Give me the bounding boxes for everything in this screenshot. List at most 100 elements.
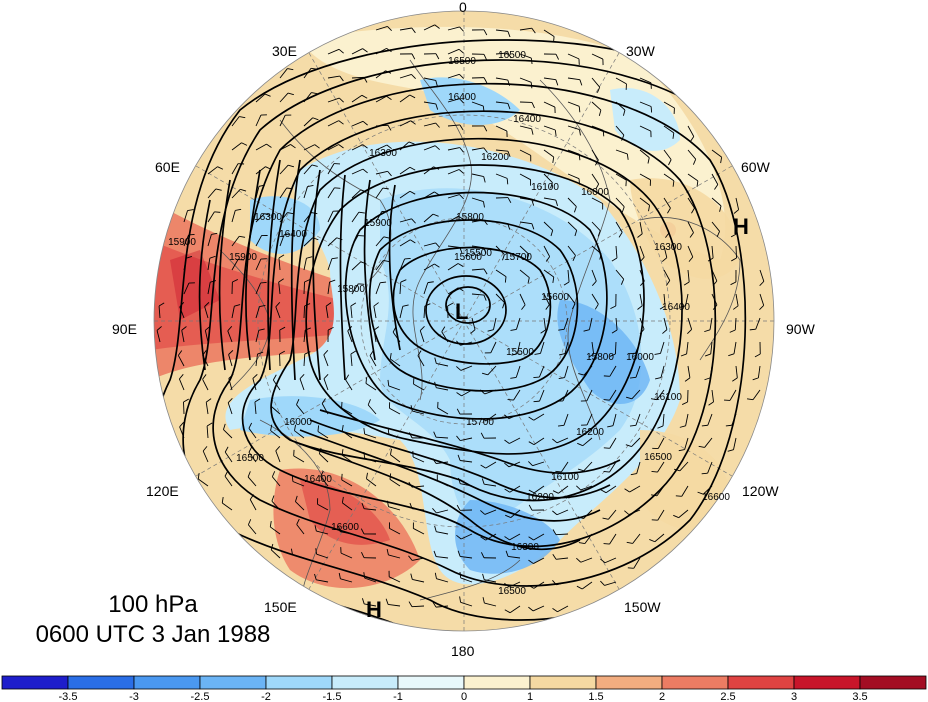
colorbar-tick-label: -3 [129, 691, 139, 702]
wind-barb [296, 398, 305, 415]
wind-barb [591, 53, 604, 66]
low-center-marker: L [455, 299, 468, 324]
wind-barb [369, 350, 377, 367]
wind-barb [495, 245, 505, 261]
contour-label: 16200 [481, 152, 509, 163]
wind-barb [197, 473, 209, 487]
lon-label-90e: 90E [112, 321, 137, 337]
wind-barb [480, 432, 497, 439]
wind-barb [351, 189, 367, 199]
wind-barb [399, 166, 416, 175]
wind-barb [603, 461, 617, 473]
colorbar-tick-label: 3.5 [852, 691, 867, 702]
wind-barb [663, 173, 675, 187]
wind-barb [351, 120, 368, 127]
wind-barb [224, 446, 233, 463]
wind-barb [221, 496, 233, 511]
colorbar-tick-label: 0 [461, 691, 467, 702]
contour-label: 16100 [551, 472, 579, 483]
wind-barb [615, 197, 625, 213]
wind-barb [591, 101, 602, 116]
wind-barb [511, 341, 521, 356]
wind-barb [207, 166, 224, 175]
wind-barb [507, 389, 521, 401]
wind-barb [495, 173, 509, 185]
wind-barb [603, 365, 617, 377]
wind-barb [183, 209, 194, 223]
wind-barb [447, 26, 464, 32]
wind-barb [447, 124, 464, 131]
wind-barb [482, 573, 497, 583]
wind-barb [255, 351, 264, 367]
high-atlantic-marker: H [733, 214, 749, 239]
wind-barb [423, 191, 440, 199]
wind-barb [552, 529, 569, 536]
wind-barb [543, 101, 556, 114]
wind-barb [207, 280, 217, 295]
wind-barb [471, 147, 488, 153]
colorbar-box [397, 675, 465, 690]
wind-barb [556, 389, 569, 402]
wind-barb [708, 389, 714, 406]
wind-barb [679, 413, 689, 428]
wind-barb [519, 173, 532, 186]
wind-barb [399, 53, 416, 60]
wind-barb [423, 166, 440, 175]
wind-barb [179, 422, 185, 439]
wind-barb [457, 550, 473, 559]
contour-label: 16100 [654, 392, 682, 403]
wind-barb [399, 258, 411, 271]
wind-barb [338, 572, 353, 583]
wind-barb [303, 279, 311, 295]
contour-label: 16200 [526, 492, 554, 503]
wind-barb [504, 413, 521, 420]
wind-barb [603, 533, 617, 545]
wind-barb [222, 423, 233, 439]
wind-barb [423, 303, 431, 319]
wind-barb [663, 101, 675, 114]
wind-barb [495, 293, 505, 309]
colorbar-tick-label: 2 [659, 691, 665, 702]
lon-label-120w: 120W [742, 483, 779, 499]
wind-barb [707, 245, 714, 262]
wind-barb [375, 47, 392, 55]
wind-barb [607, 413, 617, 428]
wind-barb [615, 221, 623, 238]
wind-barb [639, 149, 650, 164]
wind-barb [399, 27, 416, 34]
wind-barb [576, 557, 593, 563]
wind-barb [318, 447, 329, 463]
wind-barb [293, 449, 305, 463]
wind-barb [456, 408, 473, 415]
colorbar-box [529, 675, 597, 690]
wind-barb [410, 405, 425, 415]
wind-barb [409, 502, 425, 511]
wind-barb [591, 221, 601, 237]
wind-barb [504, 485, 521, 493]
colorbar-box [727, 675, 795, 690]
wind-barb [423, 263, 440, 271]
wind-barb [365, 377, 377, 391]
wind-barb [577, 461, 593, 472]
wind-barb [519, 149, 532, 162]
wind-barb [681, 389, 689, 405]
wind-barb [351, 76, 368, 83]
wind-barb [687, 317, 693, 334]
wind-barb [375, 236, 390, 247]
wind-barb [317, 425, 329, 439]
wind-barb [528, 533, 545, 541]
contour-label: 15600 [454, 252, 482, 263]
wind-barb [504, 533, 521, 541]
wind-barb [388, 522, 401, 535]
wind-barb [231, 235, 246, 247]
wind-barb [255, 143, 272, 151]
wind-barb [303, 185, 314, 199]
wind-barb [227, 326, 233, 343]
wind-barb [279, 92, 294, 103]
wind-barb [495, 125, 508, 138]
wind-barb [701, 461, 713, 475]
wind-barb [728, 341, 737, 357]
wind-barb [578, 365, 593, 376]
wind-barb [270, 400, 281, 415]
wind-barb [386, 548, 401, 559]
